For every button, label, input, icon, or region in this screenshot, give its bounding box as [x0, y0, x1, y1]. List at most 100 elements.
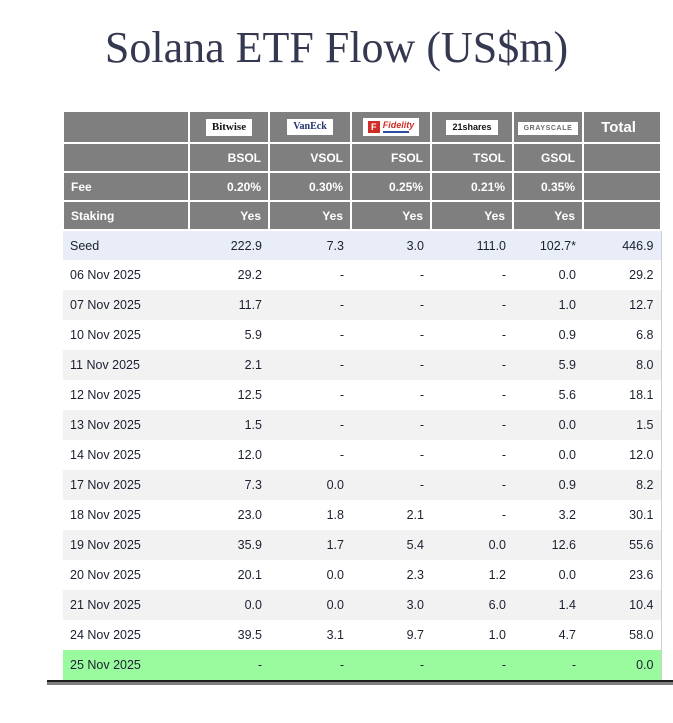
value-cell: 9.7	[406, 628, 424, 643]
provider-logo-cell-fsol: F Fidelity	[350, 110, 432, 145]
value-cell: -	[419, 358, 424, 373]
value-cell: 0.0	[488, 538, 506, 553]
fee-row: Fee 0.20% 0.30% 0.25% 0.21% 0.35%	[62, 171, 662, 203]
value-cell: -	[419, 418, 424, 433]
value-cell: 5.4	[406, 538, 424, 553]
staking-row-label: Staking	[62, 200, 190, 232]
value-cell: -	[571, 658, 576, 673]
value-cell: -	[419, 658, 424, 673]
value-cell: 1.2	[488, 568, 506, 583]
fee-total-empty	[582, 171, 662, 203]
value-cell: -	[501, 478, 506, 493]
value-cell: -	[339, 658, 344, 673]
value-cell: 4.7	[558, 628, 576, 643]
value-cell: 7.3	[326, 238, 344, 253]
value-cell: 1.0	[488, 628, 506, 643]
row-label: 17 Nov 2025	[70, 478, 141, 493]
value-cell: 5.9	[558, 358, 576, 373]
row-label: 25 Nov 2025	[70, 658, 141, 673]
value-cell: -	[339, 358, 344, 373]
provider-logo-cell-bsol: Bitwise	[188, 110, 270, 145]
value-cell: 23.0	[237, 508, 262, 523]
value-cell: 2.3	[406, 568, 424, 583]
value-cell: -	[419, 298, 424, 313]
value-cell: 0.9	[558, 328, 576, 343]
value-cell: -	[501, 268, 506, 283]
ticker-row: BSOL VSOL FSOL TSOL GSOL	[62, 142, 662, 174]
row-label: 11 Nov 2025	[70, 358, 140, 373]
staking-cell: Yes	[430, 200, 514, 232]
total-cell: 55.6	[583, 530, 662, 561]
value-cell: 1.8	[326, 508, 344, 523]
value-cell: -	[339, 268, 344, 283]
table-row: 17 Nov 2025 7.3 0.0 - - 0.9 8.2	[63, 470, 662, 501]
value-cell: 5.6	[558, 388, 576, 403]
value-cell: 20.1	[237, 568, 262, 583]
row-label: Seed	[70, 238, 100, 253]
table-row: 10 Nov 2025 5.9 - - - 0.9 6.8	[63, 320, 662, 351]
fidelity-wordmark: Fidelity	[382, 121, 414, 134]
value-cell: 6.0	[488, 598, 506, 613]
fee-row-label: Fee	[62, 171, 190, 203]
table-row: 19 Nov 2025 35.9 1.7 5.4 0.0 12.6 55.6	[63, 530, 662, 561]
bitwise-logo: Bitwise	[205, 118, 253, 136]
provider-logo-row: Bitwise VanEck F Fidelity 21shares GRAYSCALE T…	[62, 110, 662, 145]
value-cell: -	[339, 328, 344, 343]
value-cell: -	[419, 478, 424, 493]
total-cell: 0.0	[583, 650, 662, 681]
ticker-cell: BSOL	[188, 142, 270, 174]
value-cell: 0.0	[326, 568, 344, 583]
ticker-cell: FSOL	[350, 142, 432, 174]
value-cell: -	[419, 268, 424, 283]
value-cell: 3.0	[406, 238, 424, 253]
staking-cell: Yes	[512, 200, 584, 232]
row-label: 07 Nov 2025	[70, 298, 141, 313]
fee-cell: 0.35%	[512, 171, 584, 203]
value-cell: -	[339, 388, 344, 403]
total-cell: 8.2	[583, 470, 662, 501]
value-cell: 12.5	[237, 388, 262, 403]
ticker-cell: VSOL	[268, 142, 352, 174]
total-cell: 12.0	[583, 440, 662, 471]
staking-cell: Yes	[188, 200, 270, 232]
value-cell: 0.0	[558, 568, 576, 583]
value-cell: 0.0	[558, 268, 576, 283]
value-cell: 11.7	[238, 298, 262, 313]
value-cell: -	[257, 658, 262, 673]
next-row-cutoff	[47, 680, 673, 686]
table-row: 12 Nov 2025 12.5 - - - 5.6 18.1	[63, 380, 662, 411]
ticker-cell: GSOL	[512, 142, 584, 174]
value-cell: 3.2	[558, 508, 576, 523]
value-cell: 35.9	[237, 538, 262, 553]
staking-row: Staking Yes Yes Yes Yes Yes	[62, 200, 662, 232]
table-row: 11 Nov 2025 2.1 - - - 5.9 8.0	[63, 350, 662, 381]
staking-total-empty	[582, 200, 662, 232]
row-label: 19 Nov 2025	[70, 538, 141, 553]
row-label: 10 Nov 2025	[70, 328, 141, 343]
value-cell: 3.1	[326, 628, 344, 643]
value-cell: -	[419, 388, 424, 403]
table-row: 07 Nov 2025 11.7 - - - 1.0 12.7	[63, 290, 662, 321]
table-row: 24 Nov 2025 39.5 3.1 9.7 1.0 4.7 58.0	[63, 620, 662, 651]
total-cell: 1.5	[583, 410, 662, 441]
table-row: Seed 222.9 7.3 3.0 111.0 102.7* 446.9	[63, 230, 662, 261]
value-cell: -	[501, 358, 506, 373]
value-cell: 111.0	[476, 238, 506, 253]
solana-etf-flow-table: Bitwise VanEck F Fidelity 21shares GRAYSCALE T…	[62, 110, 662, 681]
value-cell: 222.9	[230, 238, 262, 253]
total-cell: 6.8	[583, 320, 662, 351]
total-cell: 18.1	[583, 380, 662, 411]
value-cell: 0.0	[558, 418, 576, 433]
value-cell: 7.3	[244, 478, 262, 493]
fee-cell: 0.25%	[350, 171, 432, 203]
total-cell: 30.1	[583, 500, 662, 531]
fee-cell: 0.30%	[268, 171, 352, 203]
value-cell: 12.6	[551, 538, 576, 553]
value-cell: -	[339, 418, 344, 433]
value-cell: 29.2	[237, 268, 262, 283]
row-label: 12 Nov 2025	[70, 388, 141, 403]
value-cell: -	[419, 328, 424, 343]
table-row: 14 Nov 2025 12.0 - - - 0.0 12.0	[63, 440, 662, 471]
provider-logo-cell-tsol: 21shares	[430, 110, 514, 145]
value-cell: -	[501, 388, 506, 403]
